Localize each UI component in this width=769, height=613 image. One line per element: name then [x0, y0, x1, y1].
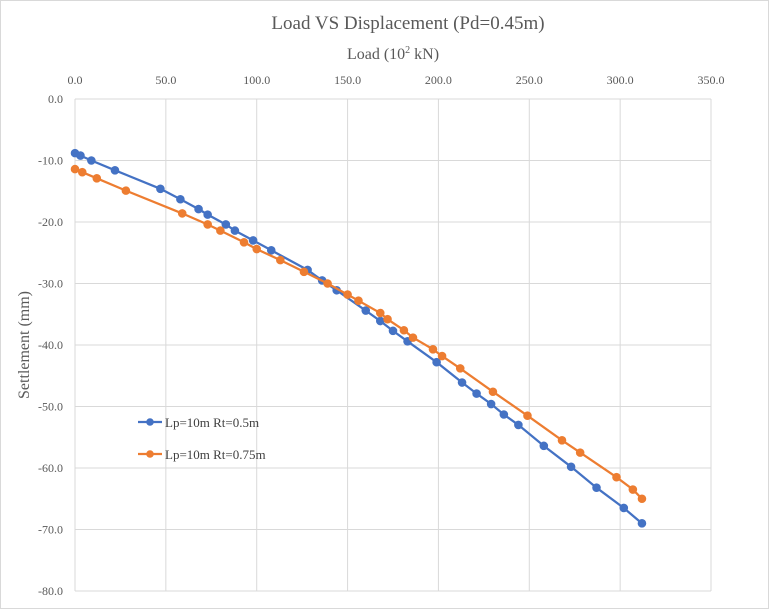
data-point	[239, 237, 249, 247]
legend-entry-1: Lp=10m Rt=0.5m	[138, 415, 259, 430]
data-point	[194, 204, 203, 214]
x-tick-label: 0.0	[68, 73, 83, 87]
data-point	[399, 325, 409, 335]
data-point	[121, 186, 131, 195]
y-tick-label: -20.0	[38, 215, 63, 229]
tick-labels: 0.0 50.0 100.0 150.0 200.0 250.0 300.0 350.0 0.0…	[38, 73, 725, 598]
data-point	[248, 236, 258, 245]
data-point	[92, 174, 102, 183]
series-1	[70, 148, 647, 528]
data-point	[612, 472, 621, 482]
data-point	[230, 226, 240, 235]
x-tick-label: 300.0	[607, 73, 634, 87]
x-axis-title-superscript: 2	[405, 45, 410, 56]
data-point	[628, 485, 638, 494]
data-point	[221, 220, 231, 229]
data-point	[437, 351, 447, 361]
data-point	[499, 410, 509, 419]
legend: Lp=10m Rt=0.5m Lp=10m Rt=0.75m	[138, 415, 266, 462]
data-point	[457, 378, 467, 387]
data-point	[216, 226, 225, 235]
legend-entry-2: Lp=10m Rt=0.75m	[138, 447, 266, 462]
data-point	[156, 184, 165, 194]
series	[70, 148, 647, 528]
data-point	[566, 462, 576, 472]
data-point	[276, 255, 285, 265]
y-tick-label: -40.0	[38, 338, 63, 352]
y-tick-label: -10.0	[38, 154, 63, 168]
y-tick-label: -80.0	[38, 584, 63, 598]
data-point	[76, 151, 85, 160]
y-axis-title: Settlement (mm)	[16, 291, 33, 399]
y-tick-label: -50.0	[38, 400, 63, 414]
data-point	[472, 389, 481, 398]
data-point	[343, 290, 352, 299]
y-tick-label: 0.0	[48, 92, 63, 106]
data-point	[388, 326, 398, 336]
x-tick-label: 200.0	[425, 73, 452, 87]
data-point	[619, 503, 629, 513]
data-point	[557, 436, 567, 445]
data-point	[637, 494, 647, 504]
series-line	[74, 168, 643, 500]
x-tick-label: 150.0	[334, 73, 361, 87]
data-point	[77, 167, 87, 177]
data-point	[488, 387, 498, 397]
data-point	[203, 220, 212, 229]
y-tick-label: -30.0	[38, 277, 63, 291]
x-axis-title-main: Load (10	[347, 46, 405, 63]
x-axis-title: Load (102 kN)	[347, 45, 439, 63]
data-point	[361, 306, 371, 315]
data-point	[523, 411, 532, 421]
x-tick-label: 250.0	[516, 73, 543, 87]
data-point	[177, 209, 187, 218]
data-point	[203, 210, 212, 219]
chart-title: Load VS Displacement (Pd=0.45m)	[271, 13, 544, 34]
data-point	[383, 314, 392, 324]
y-tick-label: -60.0	[38, 461, 63, 475]
data-point	[592, 483, 601, 492]
data-point	[637, 519, 647, 528]
data-point	[110, 166, 120, 175]
data-point	[70, 164, 80, 174]
data-point	[252, 244, 262, 254]
series-2	[70, 164, 647, 504]
data-point	[575, 448, 585, 457]
data-point	[375, 316, 385, 326]
data-point	[455, 364, 465, 373]
data-point	[514, 420, 523, 430]
grid	[74, 98, 712, 592]
data-point	[539, 441, 549, 451]
y-tick-label: -70.0	[38, 523, 63, 537]
x-tick-label: 350.0	[698, 73, 725, 87]
legend-marker	[146, 418, 154, 426]
data-point	[354, 296, 363, 306]
data-point	[432, 357, 441, 367]
x-tick-label: 100.0	[243, 73, 270, 87]
x-tick-label: 50.0	[155, 73, 176, 87]
data-point	[87, 156, 96, 165]
data-point	[375, 308, 385, 318]
data-point	[266, 245, 276, 255]
data-point	[428, 345, 438, 354]
data-point	[408, 333, 418, 342]
data-point	[176, 194, 185, 204]
x-axis-title-tail: kN)	[410, 46, 439, 63]
data-point	[299, 267, 309, 277]
legend-label: Lp=10m Rt=0.5m	[165, 415, 259, 430]
data-point	[486, 399, 496, 409]
legend-marker	[146, 450, 154, 458]
legend-label: Lp=10m Rt=0.75m	[165, 447, 266, 462]
data-point	[323, 279, 332, 288]
